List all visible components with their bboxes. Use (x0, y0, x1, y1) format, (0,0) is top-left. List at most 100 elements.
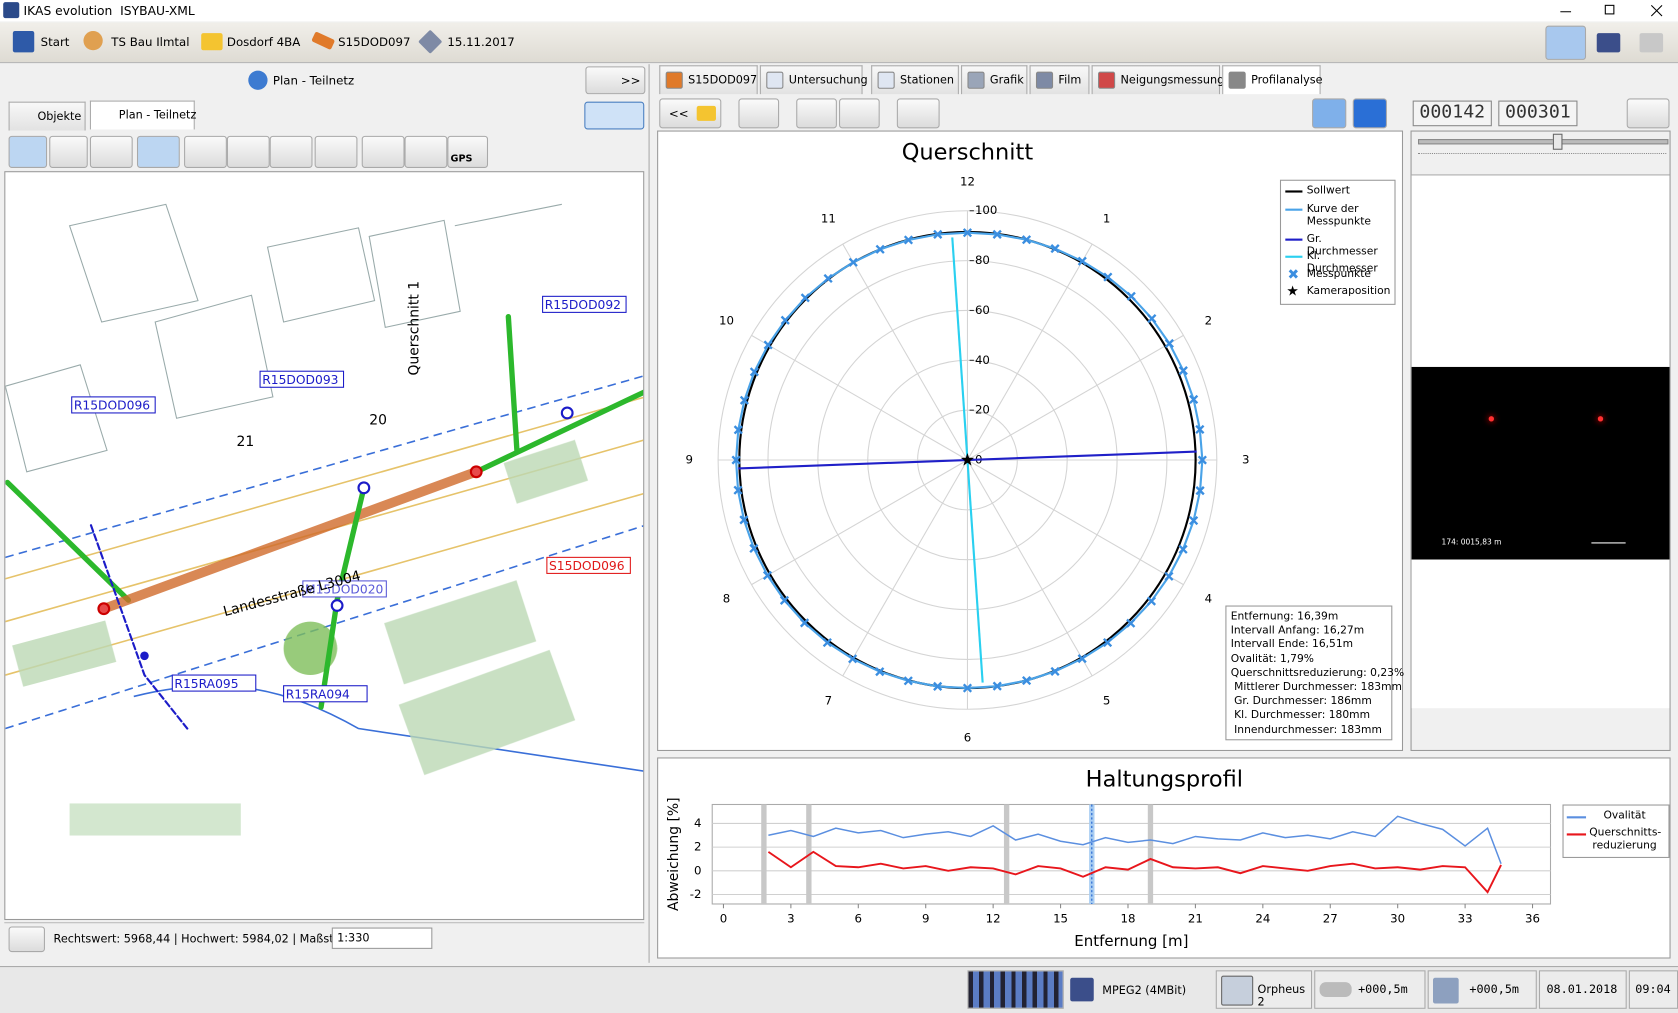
gps-button[interactable]: GPS (447, 135, 489, 168)
tool[interactable] (136, 135, 180, 168)
measure-point (848, 654, 858, 664)
measure-point (731, 455, 741, 465)
tool[interactable] (49, 135, 88, 168)
toolbar-item[interactable]: Start (40, 35, 70, 50)
measure-point (780, 315, 790, 325)
legend-symbol: ★ (1286, 283, 1299, 300)
start-icon[interactable] (12, 31, 35, 53)
toolbar-item[interactable]: S15DOD097 (338, 35, 411, 50)
view-button[interactable] (1545, 25, 1587, 60)
expand-button[interactable]: >> (585, 66, 646, 95)
map-label: S15DOD096 (549, 559, 625, 573)
map-label: R15RA095 (174, 677, 238, 691)
toolbar-item[interactable]: TS Bau Ilmtal (111, 35, 190, 50)
measure-point (903, 676, 913, 686)
measure-point (933, 229, 943, 239)
laser-dot (1488, 416, 1494, 422)
grid-ring (867, 359, 1068, 561)
event-band (1147, 804, 1154, 904)
toolbar-item[interactable]: Dosdorf 4BA (226, 35, 301, 50)
measure-point (1126, 291, 1136, 301)
tool[interactable] (404, 135, 448, 168)
path (505, 313, 520, 454)
title-bar: IKAS evolution ISYBAU-XML (0, 0, 1678, 22)
folder-icon[interactable] (201, 33, 223, 51)
y-tick-label: -2 (690, 887, 702, 901)
path (473, 389, 644, 475)
r-tick-label: 100 (975, 203, 997, 217)
legend-symbol (1566, 816, 1587, 819)
measure-point (739, 395, 750, 405)
print-icon[interactable] (1639, 33, 1664, 53)
measure-point (1147, 314, 1157, 324)
close[interactable] (1650, 4, 1663, 17)
spoke (751, 334, 968, 461)
tool[interactable] (896, 98, 940, 129)
tab[interactable]: Film (1029, 65, 1090, 95)
camera-icon[interactable] (1596, 33, 1621, 53)
map-areas (12, 439, 589, 836)
tab-active[interactable]: Profilanalyse (1222, 65, 1323, 95)
measure-point (962, 228, 973, 238)
counter: 000142 (1412, 100, 1492, 127)
tool[interactable] (89, 135, 133, 168)
toolbar-item[interactable]: 15.11.2017 (447, 35, 515, 50)
map[interactable]: R15DOD096 R15DOD093 R15DOD092 S15DOD096 M15D… (4, 171, 645, 921)
x-tick-label: 12 (986, 911, 1001, 925)
x-tick-label: 27 (1323, 911, 1338, 925)
r-tick-label: 40 (975, 353, 990, 367)
clock-label: 5 (1103, 693, 1111, 707)
panel-header: Plan - Teilnetz (272, 73, 355, 88)
tool[interactable] (796, 98, 837, 129)
tab-active[interactable]: Plan - Teilnetz (89, 100, 196, 130)
label-box (259, 370, 345, 388)
tab[interactable]: Neigungsmessung (1091, 65, 1224, 95)
video-slider-thumb[interactable] (1552, 133, 1563, 150)
layer-button[interactable] (8, 926, 45, 953)
tool[interactable] (269, 135, 313, 168)
video-slider-ticks (1418, 152, 1667, 157)
tool[interactable] (314, 135, 358, 168)
x-tick-label: 36 (1525, 911, 1540, 925)
measure-point (733, 485, 743, 495)
user-icon[interactable] (83, 31, 103, 51)
back-button[interactable]: << (659, 98, 722, 129)
settings-button[interactable] (1626, 98, 1670, 129)
measure-point (1195, 424, 1205, 435)
tab[interactable]: Objekte (8, 101, 86, 131)
folder-icon (696, 105, 716, 121)
legend-label: Kl. Durchmesser (1306, 250, 1378, 275)
dock-button[interactable] (584, 101, 645, 130)
tab[interactable]: Grafik (961, 65, 1028, 95)
tab[interactable]: Stationen (871, 65, 959, 95)
tool[interactable] (8, 135, 48, 168)
path (133, 684, 644, 772)
video: 174: 0015,83 m (1411, 366, 1670, 560)
x-tick-label: 30 (1390, 911, 1405, 925)
scale-select[interactable]: 1:330 (331, 927, 433, 949)
restore[interactable] (1604, 4, 1615, 15)
window-controls[interactable] (1541, 0, 1678, 21)
info-line: Querschnittsreduzierung: 0,23% (1230, 667, 1405, 680)
tool[interactable] (361, 135, 405, 168)
overlay-bar (1591, 542, 1626, 544)
tab-icon (1228, 71, 1246, 89)
clock-label: 3 (1242, 453, 1250, 467)
tool[interactable] (184, 135, 227, 168)
legend-symbol (1285, 238, 1303, 241)
clock-label: 2 (1205, 313, 1213, 327)
tool[interactable] (226, 135, 270, 168)
tab-icon (1035, 71, 1054, 89)
measure-point (1189, 394, 1199, 405)
measure-point (1126, 618, 1136, 628)
pause-button[interactable] (1312, 98, 1347, 129)
stop-button[interactable] (1352, 98, 1387, 129)
tab[interactable]: S15DOD097 (659, 65, 758, 95)
tab[interactable]: Untersuchung (759, 65, 868, 95)
tool[interactable] (839, 98, 880, 129)
tool[interactable] (738, 98, 780, 129)
video-slider-track[interactable] (1418, 139, 1669, 145)
status-bar (0, 966, 1678, 1013)
x-tick-label: 0 (720, 911, 728, 925)
